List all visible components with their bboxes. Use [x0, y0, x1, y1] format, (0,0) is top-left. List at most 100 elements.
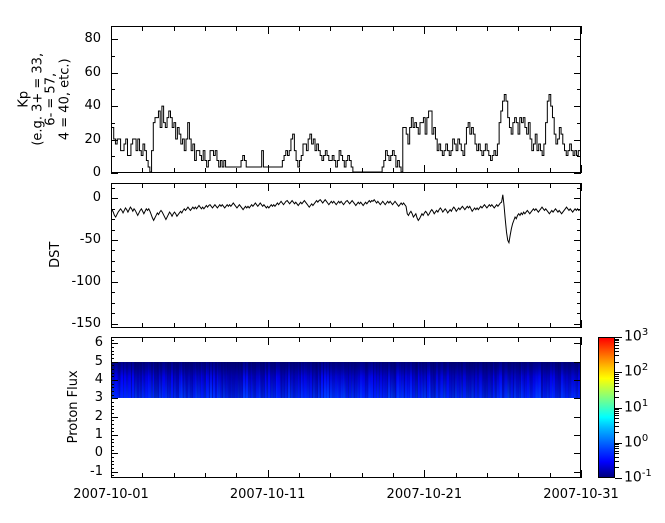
- kp-ytick-major: [111, 73, 118, 74]
- pf-xtick-major: [424, 470, 425, 478]
- dst-xtick-minor: [518, 323, 519, 328]
- pf-ytick-major: [111, 380, 118, 381]
- dst-xtick-minor: [205, 323, 206, 328]
- colorbar-minor-tick: [615, 378, 619, 379]
- dst-xtick-top: [550, 183, 551, 188]
- dst-ytick-minor: [111, 250, 115, 251]
- colorbar-minor-tick: [615, 426, 619, 427]
- pf-ytick-micro: [111, 442, 114, 443]
- dst-panel: [111, 183, 581, 328]
- colorbar-major-tick: [615, 443, 622, 444]
- colorbar-minor-tick: [615, 397, 619, 398]
- pf-ytick-major: [111, 398, 118, 399]
- kp-ytick-minor: [111, 123, 115, 124]
- dst-ytick-minor-right: [577, 209, 581, 210]
- dst-xtick-top: [456, 183, 457, 188]
- colorbar-major-tick: [615, 408, 622, 409]
- colorbar-tick-label: 101: [624, 397, 649, 416]
- dst-xtick-minor: [330, 323, 331, 328]
- kp-ytick-label: 20: [84, 131, 101, 147]
- colorbar-minor-tick: [615, 415, 619, 416]
- pf-xtick-top: [456, 337, 457, 342]
- dst-ytick-label: -150: [71, 315, 101, 331]
- pf-ytick-major-right: [574, 453, 581, 454]
- dst-xtick-top: [518, 183, 519, 188]
- dst-xtick-top: [142, 183, 143, 188]
- kp-xtick-top: [236, 26, 237, 31]
- pf-xtick-minor: [174, 473, 175, 478]
- colorbar-minor-tick: [615, 411, 619, 412]
- colorbar-minor-tick: [615, 467, 619, 468]
- dst-xtick-major: [111, 320, 112, 328]
- dst-ytick-minor-right: [577, 250, 581, 251]
- kp-xtick-top: [487, 26, 488, 31]
- pf-xtick-minor: [299, 473, 300, 478]
- pf-xtick-minor: [550, 473, 551, 478]
- dst-xtick-top: [487, 183, 488, 188]
- dst-ytick-minor-right: [577, 292, 581, 293]
- pf-ytick-micro: [111, 428, 114, 429]
- pf-xtick-minor: [487, 473, 488, 478]
- kp-xtick-top: [268, 26, 269, 34]
- pf-ytick-micro: [111, 450, 114, 451]
- pf-ytick-major: [111, 453, 118, 454]
- dst-ytick-major: [111, 324, 118, 325]
- pf-ytick-micro: [111, 413, 114, 414]
- colorbar-tick-label: 10-1: [624, 468, 652, 486]
- dst-ytick-minor: [111, 271, 115, 272]
- dst-ytick-minor: [111, 209, 115, 210]
- pf-xtick-top: [550, 337, 551, 342]
- dst-xtick-top: [174, 183, 175, 188]
- dst-ytick-minor: [111, 188, 115, 189]
- pf-ytick-micro: [111, 435, 114, 436]
- colorbar-minor-tick: [615, 383, 619, 384]
- pf-xtick-top: [205, 337, 206, 342]
- kp-xtick-minor: [362, 168, 363, 173]
- dst-ytick-minor-right: [577, 188, 581, 189]
- pf-xtick-major: [581, 470, 582, 478]
- dst-ytick-minor-right: [577, 271, 581, 272]
- kp-xtick-major: [111, 165, 112, 173]
- dst-axis-title: DST: [48, 241, 64, 268]
- pf-ytick-micro: [111, 362, 114, 363]
- colorbar-minor-tick: [615, 380, 619, 381]
- pf-xtick-minor: [393, 473, 394, 478]
- proton-flux-heatmap: [112, 338, 580, 477]
- pf-xtick-top: [487, 337, 488, 342]
- colorbar-minor-tick: [615, 446, 619, 447]
- pf-ytick-micro: [111, 395, 114, 396]
- colorbar: [598, 337, 615, 478]
- kp-xtick-minor: [205, 168, 206, 173]
- dst-xtick-top: [205, 183, 206, 188]
- pf-ytick-micro: [111, 409, 114, 410]
- dst-ytick-major-right: [574, 282, 581, 283]
- colorbar-minor-tick: [615, 340, 619, 341]
- dst-ytick-major: [111, 282, 118, 283]
- dst-xtick-minor: [362, 323, 363, 328]
- pf-ytick-label: 5: [94, 353, 103, 369]
- heatmap-gradient-overlay: [112, 362, 580, 399]
- colorbar-exponent: 0: [641, 432, 649, 444]
- pf-ytick-micro: [111, 391, 114, 392]
- dst-ytick-label: 0: [92, 190, 101, 206]
- colorbar-major-tick: [615, 337, 622, 338]
- kp-xtick-minor: [456, 168, 457, 173]
- pf-ytick-micro: [111, 369, 114, 370]
- dst-ytick-major-right: [574, 240, 581, 241]
- dst-xtick-minor: [174, 323, 175, 328]
- kp-xtick-top: [456, 26, 457, 31]
- kp-trace: [112, 27, 580, 172]
- kp-ytick-major: [111, 39, 118, 40]
- kp-ytick-minor: [111, 89, 115, 90]
- pf-ytick-major-right: [574, 362, 581, 363]
- kp-xtick-minor: [236, 168, 237, 173]
- xaxis-tick-label: 2007-10-11: [229, 487, 306, 502]
- pf-ytick-micro: [111, 439, 114, 440]
- pf-ytick-major: [111, 362, 118, 363]
- colorbar-major-tick: [615, 478, 622, 479]
- dst-xtick-minor: [142, 323, 143, 328]
- pf-xtick-top: [236, 337, 237, 342]
- dst-ytick-label: -100: [71, 273, 101, 289]
- kp-xtick-minor: [518, 168, 519, 173]
- dst-xtick-top: [424, 183, 425, 191]
